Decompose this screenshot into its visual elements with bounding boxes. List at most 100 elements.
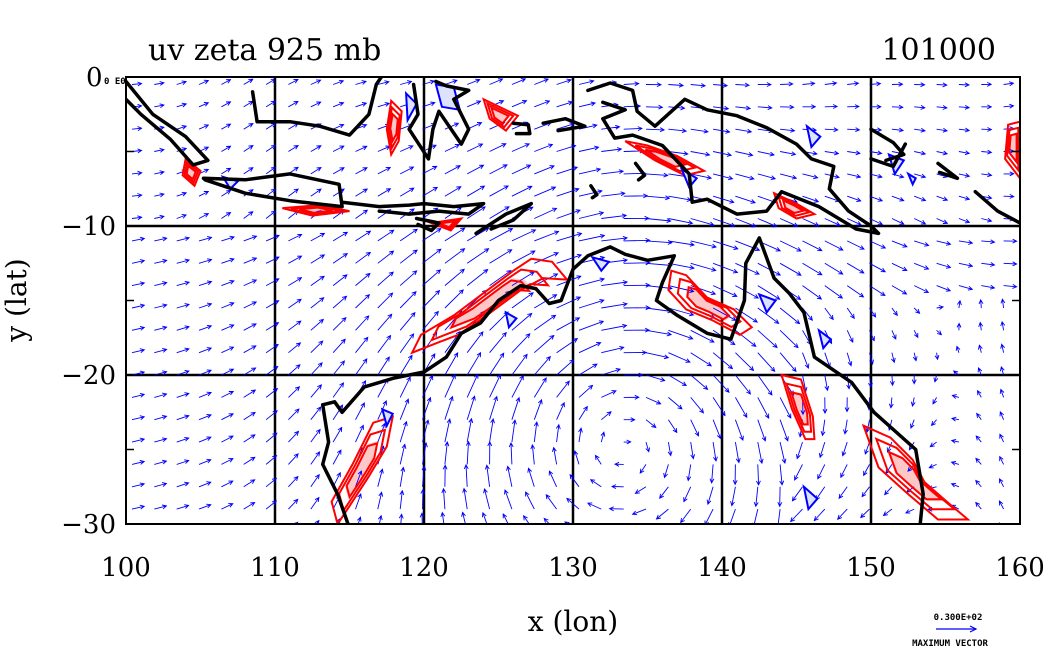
wind-vector-574	[444, 373, 456, 398]
wind-vector-575	[466, 373, 479, 398]
wind-vector-509	[779, 352, 797, 373]
wind-vector-179	[556, 166, 579, 175]
wind-vector-49	[332, 101, 345, 108]
wind-vector-598	[976, 389, 982, 398]
wind-vector-608	[310, 406, 322, 420]
wind-vector-223	[645, 195, 671, 201]
positive-vorticity-contour-1-0	[330, 415, 395, 524]
wind-vector-421	[601, 302, 629, 309]
wind-vector-500	[578, 342, 602, 354]
wind-vector-5	[243, 78, 254, 85]
wind-vector-241	[154, 214, 165, 220]
negative-vorticity-contour-3	[757, 292, 778, 315]
wind-vector-712	[840, 464, 848, 479]
wind-vector-12	[400, 80, 413, 85]
positive-vorticity-contour-0-0	[410, 257, 570, 355]
wind-vector-496	[489, 331, 507, 353]
wind-vector-188	[757, 173, 777, 180]
wind-vector-39	[1003, 81, 1015, 87]
wind-vector-788	[752, 508, 759, 524]
wind-vector-556	[933, 374, 939, 383]
wind-vector-79	[1003, 103, 1015, 109]
wind-vector-274	[891, 218, 905, 225]
wind-vector-622	[623, 417, 636, 423]
wind-vector-498	[534, 334, 555, 354]
wind-vector-713	[863, 464, 870, 477]
wind-vector-567	[288, 386, 301, 398]
wind-vector-417	[511, 292, 534, 309]
wind-vector-662	[623, 439, 632, 445]
wind-vector-531	[377, 356, 390, 376]
wind-vector-784	[655, 508, 669, 520]
wind-vector-737	[506, 465, 513, 487]
wind-vector-764	[221, 503, 234, 510]
wind-vector-51	[377, 102, 391, 108]
wind-vector-326	[265, 256, 280, 264]
wind-vector-672	[841, 441, 848, 457]
wind-vector-199	[1003, 171, 1015, 177]
wind-vector-11	[377, 80, 390, 85]
wind-vector-28	[757, 82, 772, 87]
wind-vector-716	[928, 463, 937, 469]
wind-vector-447	[288, 320, 302, 331]
wind-vector-160	[131, 170, 143, 176]
wind-vector-776	[483, 488, 491, 510]
wind-vector-516	[934, 352, 940, 361]
wind-vector-431	[824, 307, 834, 321]
wind-vector-216	[489, 185, 509, 197]
wind-vector-718	[975, 457, 982, 465]
positive-vorticity-core-3	[790, 390, 809, 426]
wind-vector-589	[779, 397, 792, 419]
wind-vector-420	[578, 299, 605, 309]
wind-vector-536	[489, 352, 505, 376]
x-tick-labels: 100 110 120 130 140 150 160	[101, 553, 1045, 583]
wind-vector-646	[265, 432, 278, 443]
wind-vector-836	[928, 529, 937, 533]
wind-vector-165	[243, 167, 254, 175]
wind-vector-452	[399, 311, 416, 331]
wind-vector-524	[221, 368, 235, 376]
wind-vector-55	[467, 100, 482, 108]
wind-vector-689	[332, 449, 342, 465]
wind-vector-666	[712, 442, 718, 462]
wind-vector-837	[952, 527, 959, 532]
wind-vector-721	[154, 482, 168, 488]
wind-vector-287	[288, 233, 303, 242]
wind-vector-679	[999, 433, 1005, 443]
wind-vector-414	[444, 289, 464, 309]
wind-vector-804	[221, 526, 232, 531]
wind-vector-448	[310, 318, 325, 331]
wind-vector-333	[422, 248, 442, 264]
wind-vector-670	[796, 441, 803, 460]
positive-vorticity-contour-0-1	[429, 268, 551, 342]
wind-vector-805	[244, 525, 255, 531]
wind-vector-324	[221, 257, 235, 264]
wind-vector-738	[527, 467, 535, 487]
wind-vector-156	[936, 150, 949, 156]
coastline-15	[973, 189, 1020, 225]
wind-vector-202	[176, 191, 188, 197]
wind-vector-826	[703, 532, 713, 546]
wind-vector-800	[132, 528, 144, 532]
wind-vector-798	[975, 501, 982, 510]
wind-vector-619	[556, 401, 565, 420]
wind-vector-505	[690, 352, 713, 367]
wind-vector-372	[399, 270, 418, 286]
wind-vector-354	[891, 262, 908, 271]
wind-vector-438	[978, 298, 984, 309]
wind-vector-833	[860, 532, 870, 539]
wind-vector-195	[914, 173, 927, 179]
chart-title: uv zeta 925 mb	[148, 33, 381, 68]
wind-vector-522	[176, 369, 190, 376]
positive-vorticity-contour-5-1	[634, 144, 698, 173]
wind-vector-365	[243, 279, 258, 287]
wind-vector-201	[154, 192, 165, 198]
wind-vector-181	[601, 169, 625, 175]
wind-vector-741	[589, 479, 602, 488]
wind-vector-560	[131, 392, 146, 398]
wind-vector-680	[131, 460, 146, 465]
wind-vector-700	[573, 450, 580, 465]
wind-vector-121	[154, 147, 165, 153]
wind-vector-616	[489, 395, 498, 420]
wind-vector-485	[243, 345, 257, 354]
